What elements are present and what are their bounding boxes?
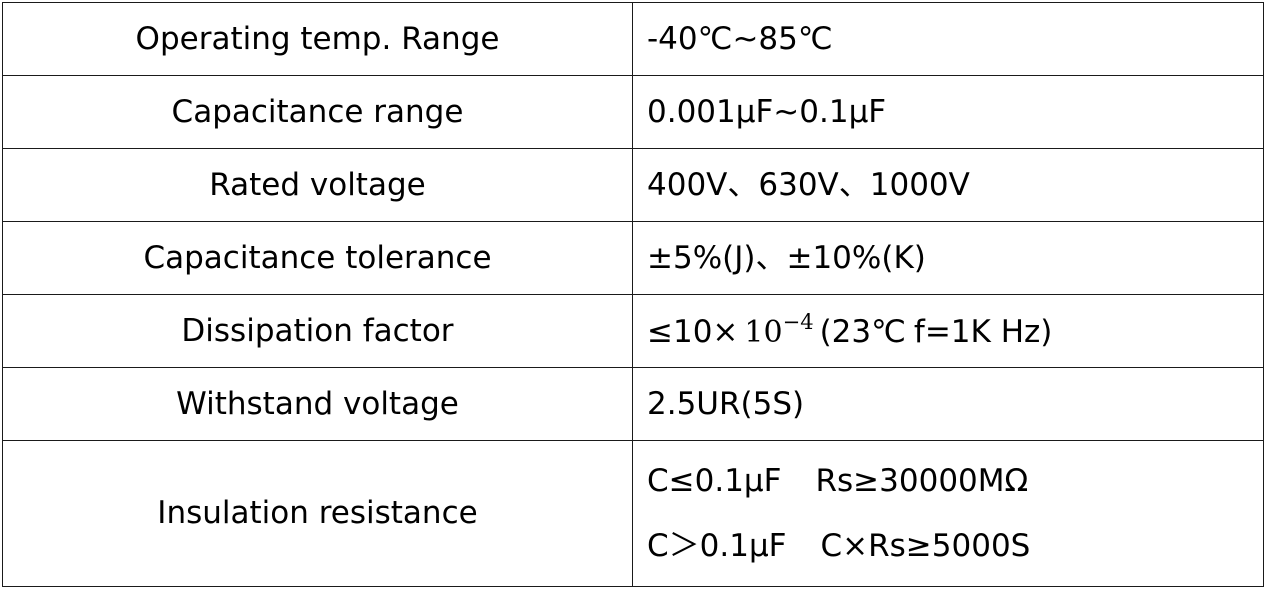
insulation-condition-2: C＞0.1μF [647,527,787,564]
table-row: Capacitance tolerance ±5%(J)、±10%(K) [2,221,1264,295]
row-label-insulation-resistance: Insulation resistance [2,440,633,587]
table-row: Insulation resistance C≤0.1μF Rs≥30000MΩ … [2,440,1264,587]
row-label-capacitance-tolerance: Capacitance tolerance [2,221,633,295]
insulation-condition-1: C≤0.1μF [647,463,782,500]
table-row: Withstand voltage 2.5UR(5S) [2,367,1264,441]
row-value-withstand-voltage: 2.5UR(5S) [632,367,1264,441]
insulation-requirement-1: Rs≥30000MΩ [815,463,1029,500]
dissipation-condition: (23℃ [819,313,906,350]
dissipation-frequency: f=1K Hz) [913,313,1053,350]
table-row: Rated voltage 400V、630V、1000V [2,148,1264,222]
row-label-operating-temp: Operating temp. Range [2,2,633,76]
row-value-capacitance-range: 0.001μF~0.1μF [632,75,1264,149]
table-row: Dissipation factor ≤10× 10−4 (23℃ f=1K Hz) [2,294,1264,368]
table-row: Capacitance range 0.001μF~0.1μF [2,75,1264,149]
dissipation-prefix: ≤10× [647,313,739,350]
dissipation-power: 10−4 [744,310,813,350]
insulation-line-2: C＞0.1μF C×Rs≥5000S [647,527,1263,564]
row-label-capacitance-range: Capacitance range [2,75,633,149]
row-value-operating-temp: -40℃~85℃ [632,2,1264,76]
insulation-line-1: C≤0.1μF Rs≥30000MΩ [647,464,1263,498]
table-row: Operating temp. Range -40℃~85℃ [2,2,1264,76]
row-value-insulation-resistance: C≤0.1μF Rs≥30000MΩ C＞0.1μF C×Rs≥5000S [632,440,1264,587]
row-value-capacitance-tolerance: ±5%(J)、±10%(K) [632,221,1264,295]
dissipation-base: 10 [744,314,783,350]
specification-table: Operating temp. Range -40℃~85℃ Capacitan… [2,2,1264,587]
row-value-rated-voltage: 400V、630V、1000V [632,148,1264,222]
row-label-withstand-voltage: Withstand voltage [2,367,633,441]
row-label-rated-voltage: Rated voltage [2,148,633,222]
dissipation-exponent: −4 [782,309,814,334]
row-label-dissipation-factor: Dissipation factor [2,294,633,368]
row-value-dissipation-factor: ≤10× 10−4 (23℃ f=1K Hz) [632,294,1264,368]
insulation-requirement-2: C×Rs≥5000S [820,527,1031,564]
